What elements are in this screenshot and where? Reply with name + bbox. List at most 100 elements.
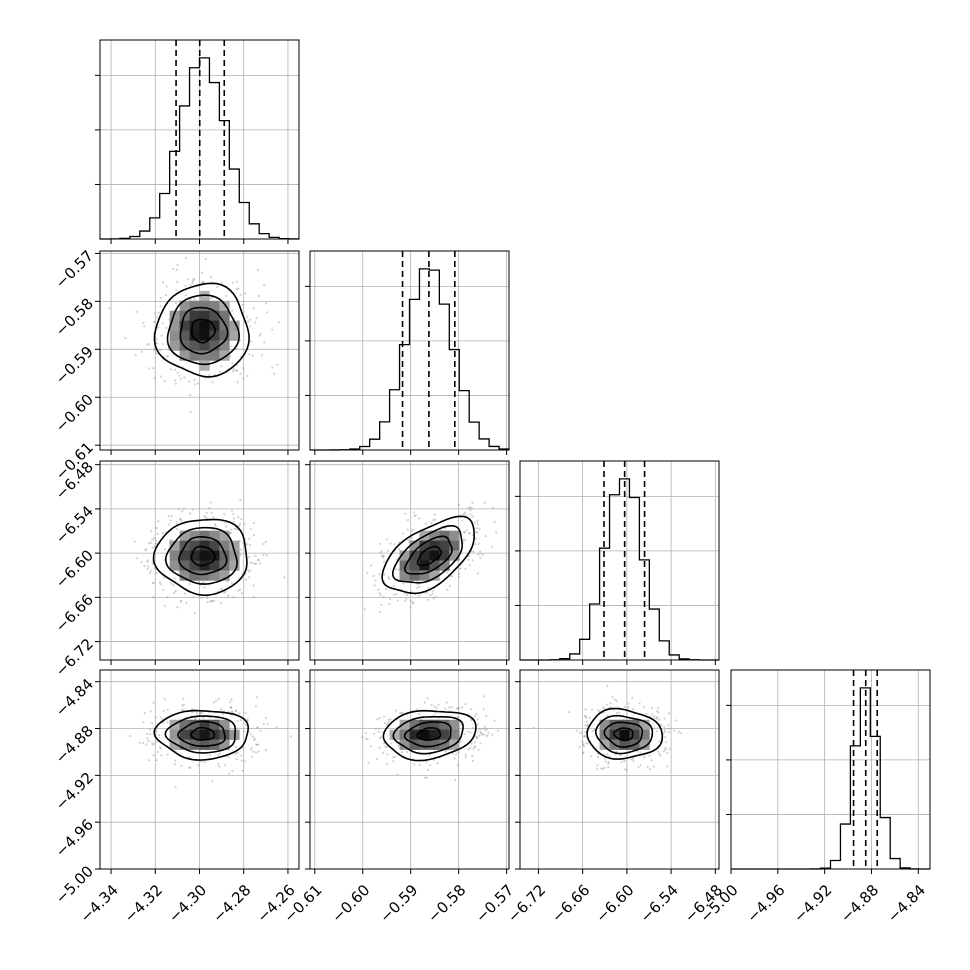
scatter-point xyxy=(386,763,389,766)
scatter-point xyxy=(385,724,388,727)
scatter-point xyxy=(239,498,242,501)
density-cell xyxy=(169,739,180,750)
density-cell xyxy=(189,530,200,541)
scatter-point xyxy=(134,354,137,357)
scatter-point xyxy=(663,717,666,720)
scatter-point xyxy=(588,716,591,719)
scatter-point xyxy=(392,760,395,763)
density-cell xyxy=(169,310,180,321)
density-cell xyxy=(419,719,430,730)
scatter-point xyxy=(429,594,432,597)
scatter-point xyxy=(238,588,242,591)
scatter-point xyxy=(385,538,388,541)
scatter-point xyxy=(151,538,154,541)
scatter-point xyxy=(234,709,237,712)
scatter-point xyxy=(218,752,221,755)
scatter-point xyxy=(175,288,178,291)
scatter-point xyxy=(383,721,386,725)
scatter-point xyxy=(185,601,188,604)
scatter-point xyxy=(479,730,482,733)
scatter-point xyxy=(255,562,258,565)
scatter-point xyxy=(166,595,169,599)
scatter-point xyxy=(147,740,150,743)
scatter-point xyxy=(255,696,259,699)
scatter-point xyxy=(363,608,367,611)
scatter-point xyxy=(182,697,185,700)
density-cell xyxy=(429,530,440,541)
scatter-point xyxy=(210,276,213,279)
scatter-point xyxy=(247,320,250,323)
density-cell xyxy=(219,310,230,321)
scatter-point xyxy=(263,341,266,344)
y-tick-label: −6.72 xyxy=(52,635,97,680)
scatter-point xyxy=(181,708,184,711)
y-tick-label: −4.88 xyxy=(52,722,97,767)
scatter-point xyxy=(184,257,187,260)
scatter-point xyxy=(476,519,479,522)
density-cell xyxy=(409,540,420,551)
scatter-point xyxy=(608,755,611,758)
scatter-point xyxy=(471,559,474,562)
density-cell xyxy=(439,550,450,561)
panel-frame xyxy=(309,250,510,451)
scatter-point xyxy=(231,281,235,284)
density-cell xyxy=(429,540,440,551)
scatter-point xyxy=(166,355,170,358)
scatter-point xyxy=(464,538,467,542)
panel-1-0: −0.61−0.60−0.59−0.58−0.57 xyxy=(52,247,300,484)
density-cell xyxy=(199,550,210,561)
scatter-point xyxy=(463,511,467,514)
scatter-point xyxy=(480,732,483,735)
scatter-point xyxy=(609,702,612,705)
scatter-point xyxy=(643,754,646,757)
contour-level xyxy=(404,535,453,575)
scatter-point xyxy=(224,521,227,524)
scatter-point xyxy=(470,708,473,711)
scatter-point xyxy=(668,727,671,730)
scatter-point xyxy=(199,711,202,714)
scatter-point xyxy=(465,529,468,532)
scatter-point xyxy=(478,728,481,731)
y-tick-label: −6.66 xyxy=(52,591,97,636)
density-cell xyxy=(209,300,220,311)
density-cell xyxy=(449,540,460,551)
scatter-point xyxy=(379,551,382,554)
scatter-point xyxy=(388,602,391,605)
scatter-point xyxy=(398,548,401,551)
scatter-point xyxy=(255,317,258,320)
density-cell xyxy=(409,570,420,581)
scatter-point xyxy=(189,411,192,414)
scatter-point xyxy=(174,763,177,766)
density-cell xyxy=(209,570,220,581)
scatter-point xyxy=(234,709,238,712)
scatter-point xyxy=(464,753,467,756)
scatter-point xyxy=(200,271,204,274)
scatter-point xyxy=(249,528,252,531)
scatter-point xyxy=(630,758,633,761)
y-tick-label: −0.59 xyxy=(52,343,97,388)
scatter-point xyxy=(655,717,658,720)
scatter-point xyxy=(657,707,660,710)
scatter-point xyxy=(482,695,485,698)
scatter-point xyxy=(254,705,257,708)
scatter-point xyxy=(404,599,407,603)
scatter-point xyxy=(169,538,172,541)
scatter-point xyxy=(468,532,471,535)
x-tick-label: −0.58 xyxy=(424,881,469,926)
scatter-point xyxy=(242,730,246,733)
scatter-point xyxy=(229,531,232,534)
scatter-point xyxy=(149,569,152,572)
scatter-point xyxy=(251,735,254,738)
scatter-point xyxy=(162,588,165,591)
scatter-point xyxy=(257,559,260,562)
scatter-point xyxy=(615,750,618,753)
scatter-point xyxy=(174,786,177,789)
scatter-point xyxy=(583,714,586,718)
scatter-point xyxy=(180,519,183,522)
scatter-point xyxy=(159,716,162,719)
scatter-point xyxy=(679,732,683,735)
x-tick-label: −0.60 xyxy=(328,881,373,926)
scatter-point xyxy=(451,706,454,709)
density-cell xyxy=(219,550,230,561)
scatter-point xyxy=(220,281,223,284)
